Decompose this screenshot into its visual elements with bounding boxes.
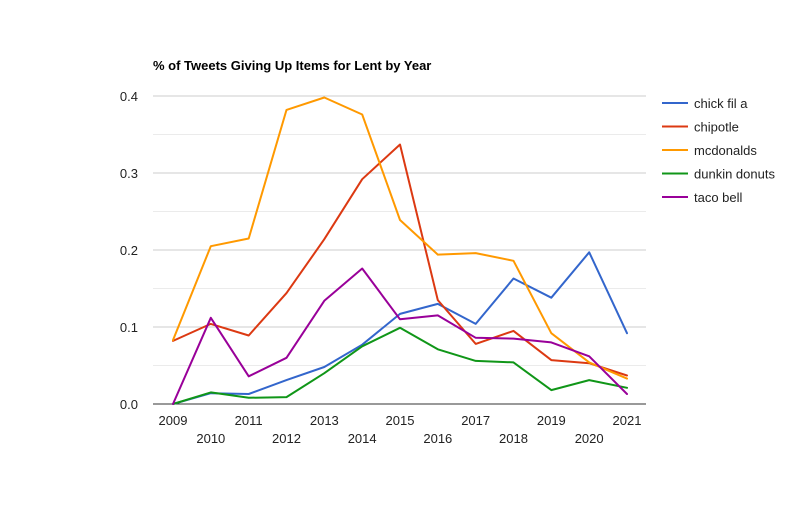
gridlines [153,95,646,366]
y-tick-label: 0.0 [120,397,138,412]
y-tick-label: 0.4 [120,89,138,104]
y-tick-label: 0.2 [120,243,138,258]
x-tick-label: 2013 [310,413,339,428]
chart-title: % of Tweets Giving Up Items for Lent by … [153,58,431,73]
legend-label: chipotle [694,120,739,135]
x-tick-label: 2017 [461,413,490,428]
legend-label: chick fil a [694,96,748,111]
x-tick-label: 2015 [386,413,415,428]
legend-label: taco bell [694,190,743,205]
x-tick-label: 2010 [196,431,225,446]
x-tick-label: 2009 [159,413,188,428]
series-line-dunkin-donuts [172,326,628,405]
x-tick-label: 2020 [575,431,604,446]
x-tick-label: 2021 [613,413,642,428]
x-tick-label: 2019 [537,413,566,428]
legend-label: mcdonalds [694,143,757,158]
x-tick-label: 2016 [423,431,452,446]
legend: chick fil a chipotle mcdonalds dunkin donut… [662,96,775,205]
series-line-mcdonalds [172,96,628,380]
y-tick-label: 0.3 [120,166,138,181]
legend-label: dunkin donuts [694,167,775,182]
series-lines [172,96,628,405]
x-tick-label: 2012 [272,431,301,446]
x-tick-label: 2014 [348,431,377,446]
series-line-taco-bell [172,267,628,405]
y-tick-label: 0.1 [120,320,138,335]
axes: 0.0 0.1 0.2 0.3 0.4 2009 2010 2011 2012 2013 2014 2… [120,89,646,446]
x-tick-label: 2018 [499,431,528,446]
series-line-chipotle [172,143,628,377]
series-line-chick-fil-a [172,251,628,405]
x-tick-label: 2011 [235,413,263,428]
